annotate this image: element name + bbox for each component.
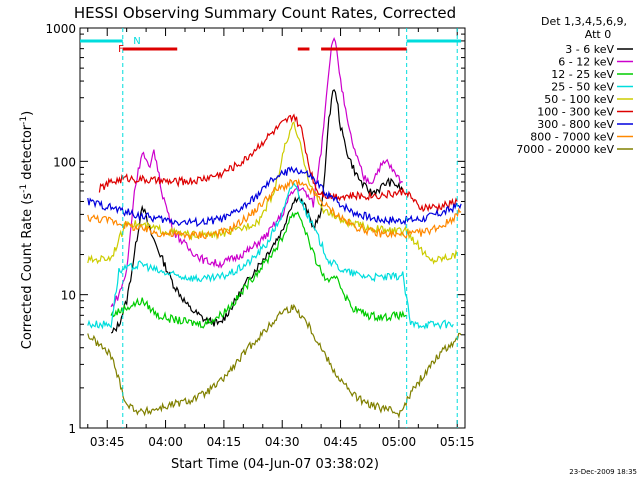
x-tick-label: 04:45: [323, 435, 358, 449]
legend-label: 3 - 6 keV: [565, 43, 614, 56]
legend-label: 6 - 12 keV: [558, 56, 614, 69]
y-tick-label: 1000: [45, 22, 76, 36]
flag-markers: NF: [80, 28, 462, 428]
axis-ticks: [80, 28, 465, 429]
series-line: [110, 211, 407, 329]
x-tick-label: 04:15: [207, 435, 242, 449]
legend-label: 300 - 800 keV: [537, 118, 614, 131]
x-tick-label: 04:30: [265, 435, 300, 449]
x-axis-label: Start Time (04-Jun-07 03:38:02): [171, 457, 379, 472]
series-line: [87, 121, 458, 265]
attenuator-label: Att 0: [585, 28, 611, 41]
series-line: [87, 303, 462, 419]
y-tick-label: 10: [61, 289, 76, 303]
series-line: [87, 165, 462, 228]
flag-label: N: [133, 36, 140, 47]
legend-label: 50 - 100 keV: [544, 93, 614, 106]
flag-label: F: [118, 44, 124, 55]
y-tick-label: 1: [68, 422, 76, 436]
x-tick-label: 05:15: [440, 435, 475, 449]
y-tick-labels: 1 10 100 1000: [45, 22, 76, 436]
series-line: [110, 88, 404, 334]
legend-label: 12 - 25 keV: [551, 68, 614, 81]
chart-title: HESSI Observing Summary Count Rates, Cor…: [74, 4, 456, 22]
x-tick-label: 04:00: [148, 435, 183, 449]
legend-label: 7000 - 20000 keV: [516, 143, 614, 156]
series-group: [87, 36, 462, 419]
x-tick-label: 03:45: [90, 435, 125, 449]
series-line: [98, 113, 458, 213]
legend-label: 25 - 50 keV: [551, 81, 614, 94]
generation-date: 23-Dec-2009 18:35: [569, 468, 637, 476]
x-tick-labels: 03:45 04:00 04:15 04:30 04:45 05:00 05:15: [90, 435, 475, 449]
legend-label: 800 - 7000 keV: [530, 131, 614, 144]
x-tick-label: 05:00: [382, 435, 417, 449]
detector-label: Det 1,3,4,5,6,9,: [541, 15, 627, 28]
series-line: [87, 182, 454, 330]
series-line: [110, 36, 403, 309]
y-axis-label: Corrected Count Rate (s-1 detector-1): [19, 111, 35, 349]
legend-label: 100 - 300 keV: [537, 106, 614, 119]
series-line: [87, 178, 462, 241]
plot-frame: [79, 27, 466, 429]
y-tick-label: 100: [53, 155, 76, 169]
